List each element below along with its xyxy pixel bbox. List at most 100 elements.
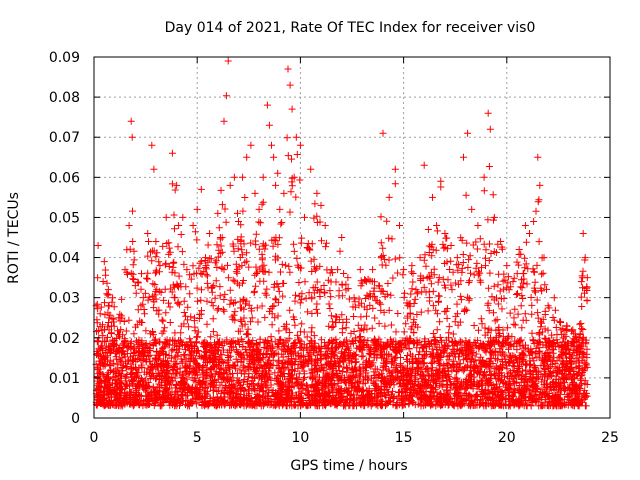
- data-point: [214, 209, 222, 217]
- data-point: [497, 238, 505, 245]
- data-point: [460, 153, 467, 161]
- data-point: [162, 213, 170, 221]
- data-point: [420, 161, 428, 169]
- data-point: [515, 246, 523, 253]
- data-point: [579, 230, 587, 237]
- data-point: [144, 230, 152, 237]
- data-point: [127, 117, 135, 125]
- data-point: [220, 117, 228, 125]
- data-point: [530, 218, 538, 225]
- data-point: [150, 165, 158, 173]
- data-point: [179, 213, 187, 221]
- data-point: [503, 262, 511, 270]
- plot-frame: [93, 56, 611, 419]
- data-point: [235, 218, 242, 225]
- y-tick-label: 0.07: [49, 130, 80, 146]
- data-point: [356, 266, 364, 274]
- data-point: [173, 181, 181, 189]
- data-point: [307, 165, 315, 173]
- y-axis-label: ROTI / TECUs: [6, 192, 22, 284]
- data-point: [569, 326, 577, 334]
- data-point: [400, 266, 408, 274]
- x-axis-label: GPS time / hours: [290, 458, 407, 474]
- data-point: [468, 205, 476, 213]
- data-points: [92, 57, 591, 410]
- data-point: [193, 205, 201, 213]
- data-point: [379, 129, 387, 137]
- data-point: [96, 310, 104, 318]
- data-point: [168, 149, 176, 157]
- data-point: [583, 274, 591, 282]
- x-tick-label: 15: [395, 430, 413, 446]
- data-point: [338, 234, 346, 241]
- data-point: [350, 294, 358, 302]
- data-point: [259, 173, 267, 181]
- data-point: [369, 266, 377, 274]
- data-point: [474, 222, 482, 229]
- data-point: [334, 266, 342, 274]
- data-point: [156, 262, 164, 270]
- data-point: [276, 205, 284, 213]
- data-point: [544, 302, 552, 310]
- data-point: [526, 230, 533, 237]
- data-point: [268, 141, 275, 149]
- data-point: [464, 129, 472, 137]
- data-point: [270, 153, 278, 161]
- data-point: [230, 173, 238, 181]
- data-point: [239, 173, 247, 181]
- data-point: [433, 222, 441, 229]
- data-point: [385, 193, 393, 201]
- data-point: [424, 226, 432, 233]
- noise-floor-markers: [92, 92, 591, 410]
- data-point: [375, 282, 383, 290]
- axis-ticks: 0 5 10 15 20 25 0 0.01 0.02 0.03 0.04 0.05 0.06 0.07 0…: [49, 50, 619, 446]
- data-point: [100, 258, 108, 266]
- data-point: [534, 153, 542, 161]
- data-point: [224, 57, 232, 65]
- data-point: [128, 133, 136, 141]
- data-point: [288, 105, 296, 113]
- data-point: [94, 242, 102, 249]
- data-point: [575, 334, 583, 342]
- data-point: [183, 266, 191, 274]
- data-point: [272, 181, 280, 189]
- data-point: [197, 185, 205, 193]
- y-tick-label: 0.09: [49, 50, 80, 66]
- data-point: [265, 121, 273, 129]
- data-point: [274, 169, 282, 177]
- y-tick-label: 0: [71, 411, 80, 427]
- data-point: [327, 266, 335, 274]
- data-point: [416, 254, 424, 262]
- data-point: [536, 181, 544, 189]
- data-point: [540, 254, 548, 262]
- data-point: [189, 222, 197, 229]
- x-tick-label: 0: [90, 430, 99, 446]
- data-point: [484, 109, 492, 117]
- data-point: [152, 238, 160, 245]
- data-point: [115, 314, 123, 322]
- y-tick-label: 0.08: [49, 90, 80, 106]
- data-point: [429, 193, 436, 201]
- data-point: [344, 274, 352, 282]
- y-tick-label: 0.05: [49, 210, 80, 226]
- data-point: [255, 205, 263, 213]
- data-point: [286, 81, 294, 89]
- data-point: [396, 222, 403, 229]
- data-point: [404, 302, 412, 310]
- y-tick-label: 0.03: [49, 291, 80, 307]
- data-point: [138, 270, 145, 278]
- data-point: [109, 294, 117, 302]
- data-point: [362, 278, 370, 286]
- data-point: [121, 266, 129, 274]
- data-point: [210, 282, 218, 290]
- data-point: [175, 222, 183, 229]
- data-point: [247, 141, 255, 149]
- data-point: [557, 318, 564, 326]
- data-point: [490, 213, 498, 221]
- data-point: [301, 213, 308, 221]
- chart-title: Day 014 of 2021, Rate Of TEC Index for r…: [165, 20, 536, 36]
- data-point: [480, 173, 488, 181]
- data-point: [202, 254, 209, 262]
- data-point: [581, 254, 589, 262]
